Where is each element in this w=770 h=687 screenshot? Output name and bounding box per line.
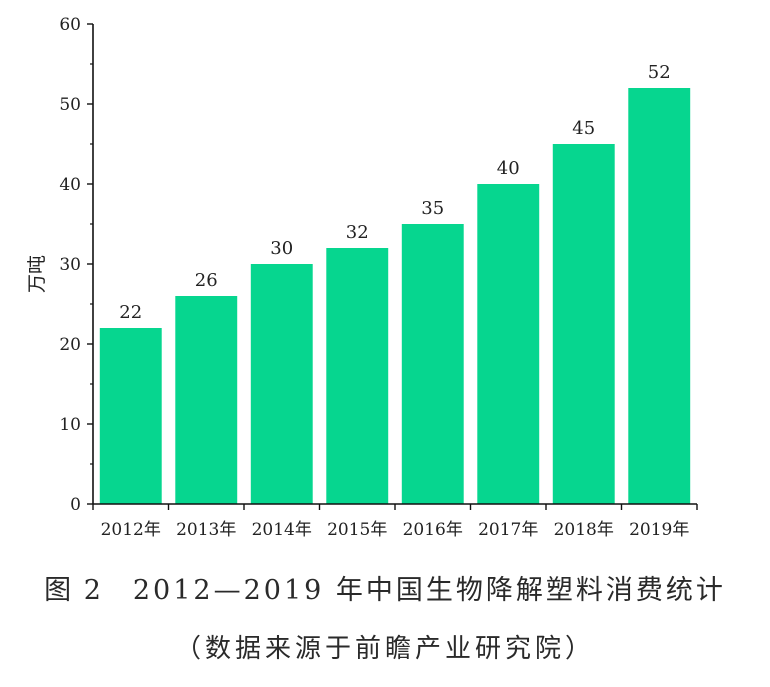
data-label: 32	[346, 222, 369, 243]
x-tick-label: 2018年	[554, 520, 614, 540]
y-tick-label: 20	[59, 335, 81, 355]
bar-chart: 0 10 20 30 40 50 60 万吨 2012年 2013年 2014年 2015年 2016年…	[26, 15, 698, 540]
bar	[401, 224, 464, 504]
y-tick-label: 50	[59, 95, 81, 115]
y-tick-label: 0	[70, 495, 81, 515]
data-label: 52	[648, 62, 671, 83]
x-tick-label: 2014年	[252, 520, 312, 540]
bar	[250, 264, 313, 504]
y-tick-label: 30	[59, 255, 81, 275]
bar	[175, 296, 238, 504]
data-label: 45	[572, 118, 595, 139]
data-label: 35	[421, 198, 444, 219]
x-tick-label: 2017年	[478, 520, 538, 540]
bar	[552, 144, 615, 504]
bar	[326, 248, 389, 504]
data-label: 40	[497, 158, 520, 179]
y-tick-label: 60	[59, 15, 81, 35]
figure-caption: 图 2 2012—2019 年中国生物降解塑料消费统计	[0, 568, 770, 607]
figure-number: 图 2	[44, 575, 103, 606]
data-label: 22	[119, 302, 142, 323]
data-label: 30	[270, 238, 293, 259]
chart-container: 0 10 20 30 40 50 60 万吨 2012年 2013年 2014年 2015年 2016年…	[26, 15, 698, 540]
x-tick-label: 2012年	[101, 520, 161, 540]
x-tick-label: 2016年	[403, 520, 463, 540]
bar	[99, 328, 162, 504]
y-axis-label: 万吨	[26, 255, 48, 293]
x-tick-label: 2013年	[176, 520, 236, 540]
bar	[477, 184, 540, 504]
y-tick-label: 10	[59, 415, 81, 435]
x-tick-label: 2019年	[629, 520, 689, 540]
figure-title: 2012—2019 年中国生物降解塑料消费统计	[132, 575, 726, 606]
x-tick-label: 2015年	[327, 520, 387, 540]
data-label: 26	[195, 270, 218, 291]
bar	[628, 88, 691, 504]
y-tick-label: 40	[59, 175, 81, 195]
figure-source: （数据来源于前瞻产业研究院）	[174, 634, 595, 664]
